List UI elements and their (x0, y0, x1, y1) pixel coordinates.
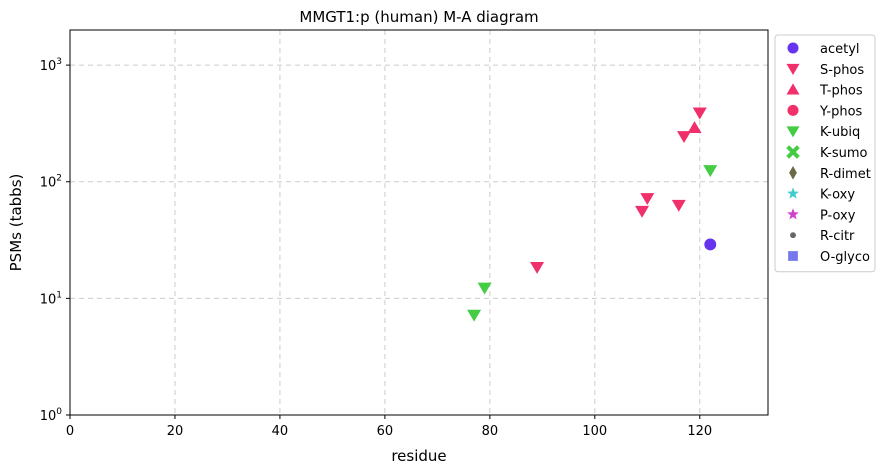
legend-label: K-sumo (820, 146, 868, 161)
legend: acetyl S-phos T-phos Y-phos K-ubiq K-sumo R-di… (774, 34, 876, 273)
legend-marker-t-phos (786, 83, 800, 95)
x-tick-label: 100 (582, 424, 607, 439)
y-tick-exponent: 3 (56, 57, 62, 67)
x-tick-label: 40 (272, 424, 289, 439)
legend-label: P-oxy (820, 208, 856, 223)
legend-label: R-citr (820, 229, 855, 244)
data-point-s-phos (692, 107, 707, 120)
legend-label: S-phos (820, 63, 864, 78)
legend-label: acetyl (820, 42, 860, 57)
y-tick-base: 10 (40, 292, 57, 307)
legend-marker-r-dimet (789, 165, 797, 180)
data-point-s-phos (635, 205, 650, 218)
legend-marker-o-glyco (788, 251, 798, 261)
legend-marker-acetyl (787, 42, 799, 54)
legend-marker-k-sumo (786, 145, 800, 159)
legend-marker-s-phos (786, 63, 800, 75)
data-point-s-phos (640, 193, 655, 206)
data-point-k-ubiq (703, 165, 718, 178)
y-tick-label: 100 (40, 407, 63, 424)
legend-label: Y-phos (819, 104, 863, 119)
data-point-s-phos (671, 199, 686, 212)
legend-label: O-glyco (820, 250, 870, 265)
legend-marker-r-citr (790, 232, 796, 239)
y-tick-exponent: 2 (56, 174, 62, 184)
x-tick-label: 80 (482, 424, 499, 439)
y-axis-title: PSMs (tabbs) (7, 174, 25, 272)
data-point-acetyl (704, 238, 717, 251)
data-point-k-ubiq (477, 282, 492, 295)
y-tick-exponent: 1 (56, 290, 62, 300)
y-tick-base: 10 (40, 409, 57, 424)
legend-label: R-dimet (820, 167, 871, 182)
chart-title: MMGT1:p (human) M-A diagram (299, 8, 538, 26)
legend-marker-p-oxy (787, 208, 799, 220)
y-tick-label: 102 (40, 174, 62, 191)
grid (70, 30, 768, 415)
y-tick-base: 10 (40, 176, 57, 191)
legend-marker-y-phos (787, 104, 799, 116)
legend-marker-k-ubiq (786, 126, 800, 138)
x-tick-label: 0 (66, 424, 74, 439)
legend-box (774, 34, 876, 273)
legend-label: K-ubiq (820, 125, 860, 140)
y-tick-label: 101 (40, 290, 62, 307)
y-tick-exponent: 0 (56, 407, 62, 417)
y-tick-base: 10 (40, 59, 57, 74)
x-tick-label: 60 (377, 424, 394, 439)
data-point-s-phos (677, 131, 692, 144)
data-point-k-ubiq (467, 309, 482, 322)
x-tick-label: 120 (687, 424, 712, 439)
data-point-s-phos (530, 261, 545, 274)
legend-label: K-oxy (820, 188, 855, 203)
legend-marker-k-oxy (787, 187, 799, 199)
legend-label: T-phos (819, 84, 863, 99)
data-points (467, 107, 718, 322)
plot-area-frame (69, 29, 769, 416)
data-point-t-phos (687, 121, 702, 134)
x-axis-ticks: 0 20 40 60 80 100 120 (66, 415, 712, 439)
x-axis-title: residue (391, 447, 446, 465)
y-tick-label: 103 (40, 57, 62, 74)
x-tick-label: 20 (167, 424, 184, 439)
